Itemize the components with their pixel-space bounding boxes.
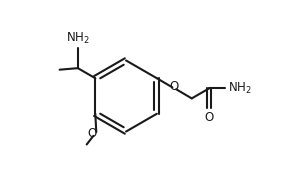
- Text: O: O: [170, 80, 179, 93]
- Text: O: O: [88, 127, 97, 140]
- Text: O: O: [205, 111, 214, 124]
- Text: NH$_2$: NH$_2$: [228, 81, 252, 96]
- Text: NH$_2$: NH$_2$: [66, 31, 90, 46]
